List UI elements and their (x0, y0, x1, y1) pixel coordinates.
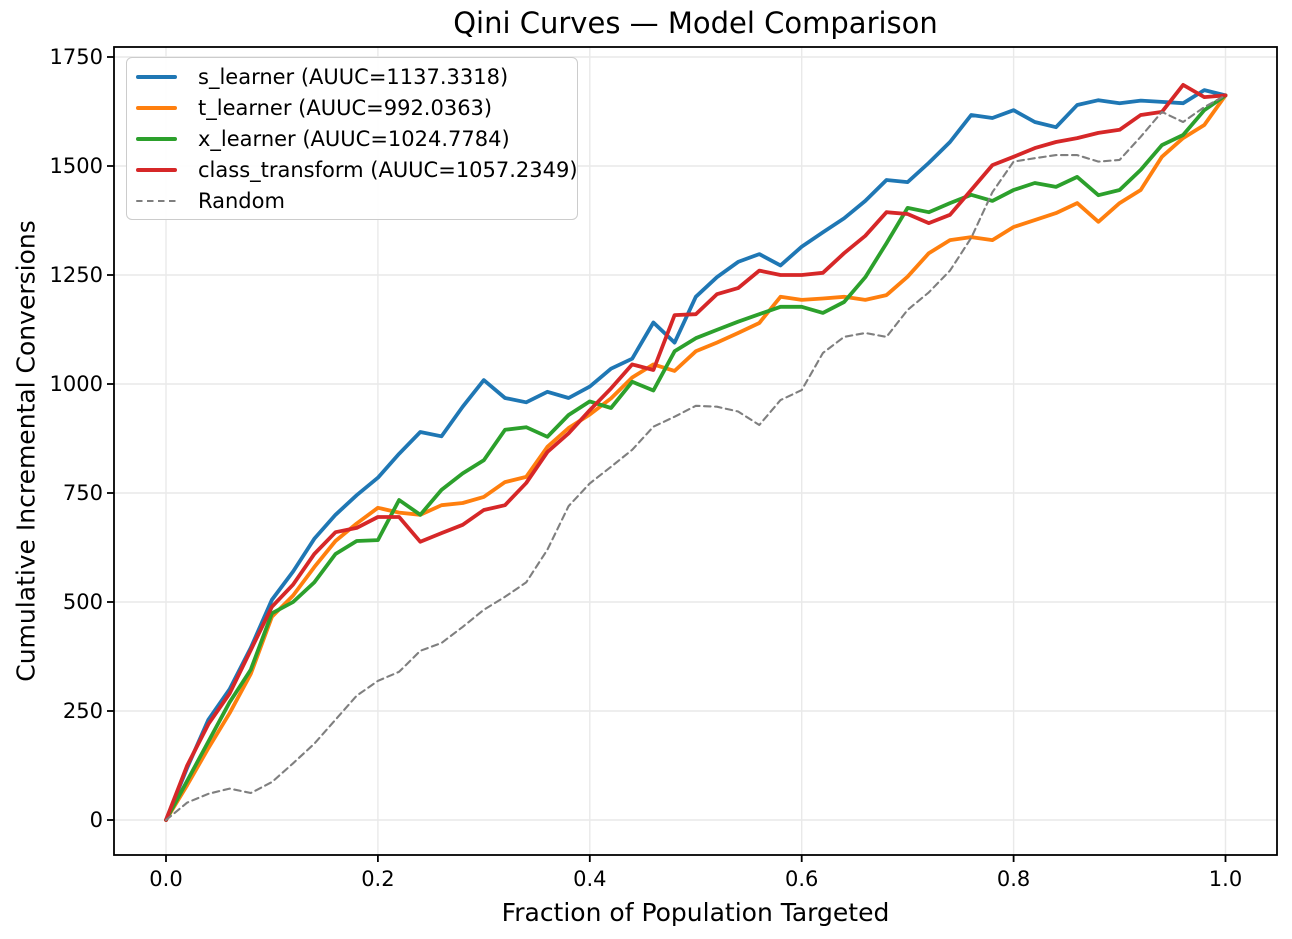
y-tick-label: 1750 (49, 45, 103, 69)
y-tick-label: 1500 (49, 154, 103, 178)
legend-label-random: Random (198, 189, 285, 214)
legend-label-class-transform: class_transform (AUUC=1057.2349) (198, 158, 578, 183)
chart-title: Qini Curves — Model Comparison (453, 6, 938, 40)
legend-line-swatch-s-learner (136, 74, 177, 79)
legend-label-x-learner: x_learner (AUUC=1024.7784) (198, 126, 510, 151)
gridlines (114, 47, 1277, 855)
legend-item-x-learner: x_learner (AUUC=1024.7784) (136, 123, 577, 154)
x-tick-label: 0.4 (573, 867, 607, 891)
y-tick-label: 1000 (49, 372, 103, 396)
y-tick-label: 0 (89, 808, 103, 832)
x-tick-label: 0.6 (784, 867, 819, 891)
x-tick-label: 0.2 (361, 867, 395, 891)
curve-random (164, 94, 1227, 822)
curve-s-learner (164, 88, 1228, 822)
curve-class-transform (164, 83, 1228, 822)
tick-marks (107, 56, 1227, 862)
x-axis-label: Fraction of Population Targeted (501, 898, 890, 927)
legend-line-swatch-class-transform (136, 168, 177, 173)
legend: s_learner (AUUC=1137.3318) t_learner (AU… (126, 57, 578, 220)
y-tick-label: 1250 (49, 263, 103, 287)
curve-t-learner (164, 93, 1228, 822)
legend-item-random: Random (136, 186, 577, 217)
legend-line-swatch-random (136, 200, 177, 203)
x-tick-label: 0.0 (149, 867, 183, 891)
x-tick-label: 1.0 (1208, 867, 1243, 891)
y-tick-label: 500 (62, 590, 103, 614)
legend-label-s-learner: s_learner (AUUC=1137.3318) (198, 64, 509, 89)
curve-x-learner (164, 93, 1228, 822)
legend-line-swatch-x-learner (136, 136, 177, 141)
y-tick-label: 750 (62, 481, 103, 505)
legend-label-t-learner: t_learner (AUUC=992.0363) (198, 95, 493, 120)
legend-item-s-learner: s_learner (AUUC=1137.3318) (136, 61, 577, 92)
legend-line-swatch-t-learner (136, 105, 177, 110)
legend-item-class-transform: class_transform (AUUC=1057.2349) (136, 155, 578, 186)
y-tick-label: 250 (62, 699, 103, 723)
x-tick-label: 0.8 (996, 867, 1031, 891)
legend-item-t-learner: t_learner (AUUC=992.0363) (136, 92, 577, 123)
axes-frame (113, 46, 1278, 856)
